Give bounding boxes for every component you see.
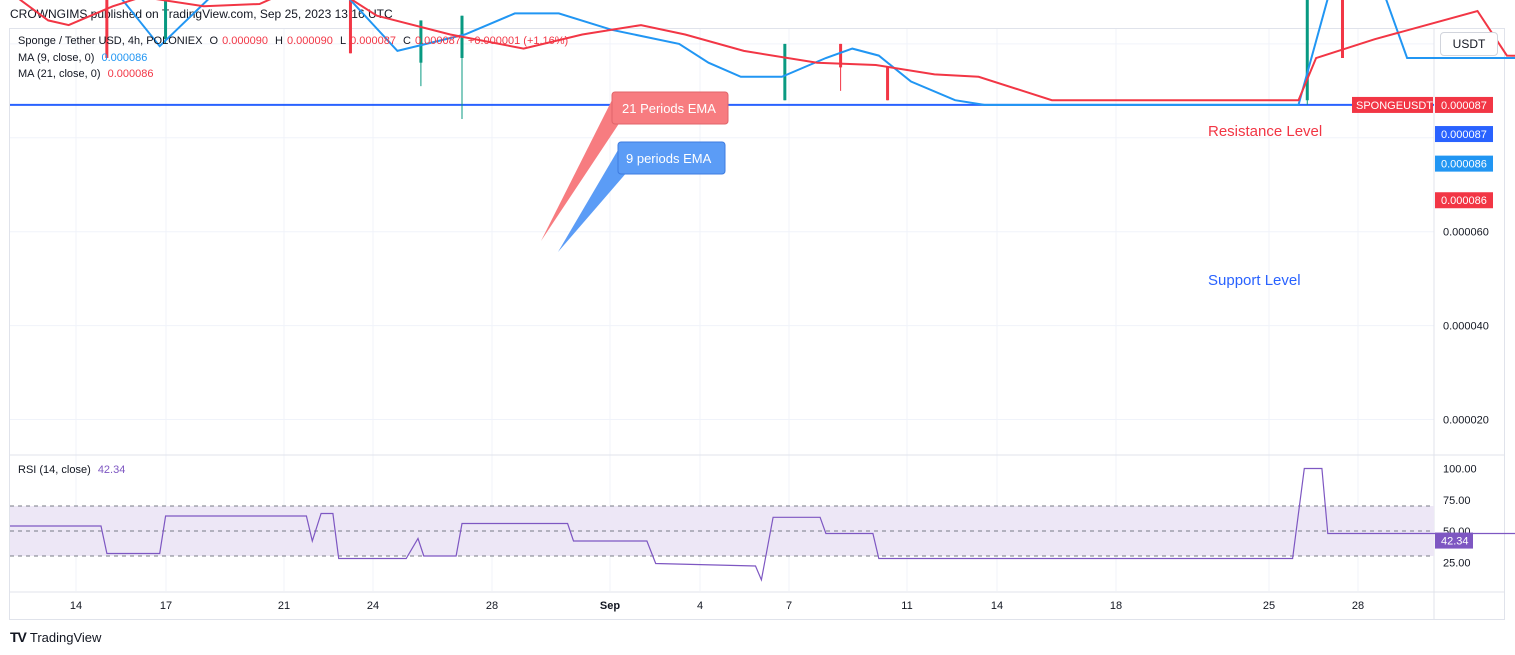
tradingview-brand: TradingView [29,629,102,645]
candles [105,0,1344,120]
candle-body [348,0,352,54]
symbol-legend[interactable]: Sponge / Tether USD, 4h, POLONIEX O 0.000… [18,35,572,47]
price-tick-label: 0.000020 [1443,415,1489,427]
candle-body [164,0,168,40]
time-tick-label: 25 [1263,600,1275,612]
price-tag-bg [1435,126,1493,143]
time-tick-label: 14 [70,600,82,612]
symbol-tag-bg [1352,96,1433,113]
price-tag-text: 0.000087 [1441,100,1487,112]
ma21-legend[interactable]: MA (21, close, 0) 0.000086 [18,68,158,80]
annotations: 21 Periods EMA 9 periods EMA [541,91,729,252]
price-tick-label: 0.000040 [1443,321,1489,333]
chart-frame [9,28,1505,620]
time-tick-label: 21 [278,600,290,612]
time-tick-label: 4 [697,600,703,612]
open-value: 0.000090 [222,35,268,47]
rsi-band [10,505,1434,557]
high-key: H [275,35,283,47]
low-key: L [339,35,347,47]
open-key: O [209,35,219,47]
resistance-label: Resistance Level [1208,123,1322,140]
candle-body [1340,0,1344,58]
symbol-title: Sponge / Tether USD, 4h, POLONIEX [18,35,203,47]
ma21-value: 0.000086 [107,68,154,80]
candle-body [419,20,423,63]
rsi-tick-label: 25.00 [1443,557,1471,569]
time-tick-label: 18 [1110,600,1122,612]
rsi-value: 42.34 [97,464,126,476]
candle-body [839,43,843,68]
ma9-line [121,0,1515,106]
price-tag-text: 0.000087 [1441,129,1487,141]
time-tick-label: 17 [160,600,172,612]
rsi-value-tag-text: 42.34 [1441,536,1469,548]
axes: 0.0001600.0001400.0001200.0001000.000060… [70,39,1493,612]
callout-21-text: 21 Periods EMA [622,101,716,116]
ma21-label: MA (21, close, 0) [18,68,101,80]
ma-lines [18,0,1515,106]
candle-body [105,0,109,58]
callout-21-box [611,91,729,125]
price-tag-bg [1435,96,1493,113]
callout-9-box [617,141,726,175]
candle-body [886,67,890,101]
ma9-value: 0.000086 [101,52,148,64]
time-tick-label: 14 [991,600,1003,612]
symbol-tag-text: SPONGEUSDT [1356,100,1433,112]
low-value: 0.000087 [350,35,396,47]
time-tick-label: 28 [486,600,498,612]
callout-9-text: 9 periods EMA [626,151,712,166]
time-tick-label: 28 [1352,600,1364,612]
rsi-line [10,467,1515,582]
rsi-legend[interactable]: RSI (14, close) 42.34 [18,464,129,476]
price-tick-label: 0.000060 [1443,227,1489,239]
ma21-line [18,0,1515,102]
tradingview-footer[interactable]: TV TradingView [10,629,101,645]
price-tag-bg [1435,155,1493,172]
rsi-label: RSI (14, close) [18,464,91,476]
rsi-value-tag-bg [1435,532,1473,549]
price-tag-bg [1435,192,1493,209]
rsi-tick-label: 75.00 [1443,495,1471,507]
high-value: 0.000090 [286,35,333,47]
currency-unit-button[interactable]: USDT [1440,32,1498,56]
callout-21-pointer [541,100,628,241]
rsi-series-line [10,467,1515,582]
candle-body [783,43,787,101]
callout-9-pointer [558,150,634,252]
time-tick-label: 24 [367,600,379,612]
change-value: +0.000001 (+1.16%) [467,35,569,47]
rsi-tick-label: 100.00 [1443,464,1477,476]
ma9-legend[interactable]: MA (9, close, 0) 0.000086 [18,52,151,64]
time-tick-label: 7 [786,600,792,612]
close-key: C [403,35,411,47]
ma9-label: MA (9, close, 0) [18,52,95,64]
candle-body [1305,0,1309,101]
time-tick-label: 11 [901,600,912,612]
tradingview-logo-icon: TV [10,629,27,645]
support-label: Support Level [1208,272,1301,289]
price-tag-text: 0.000086 [1441,159,1487,171]
price-tag-text: 0.000086 [1441,195,1487,207]
close-value: 0.000087 [414,35,461,47]
time-tick-label: Sep [600,600,620,612]
